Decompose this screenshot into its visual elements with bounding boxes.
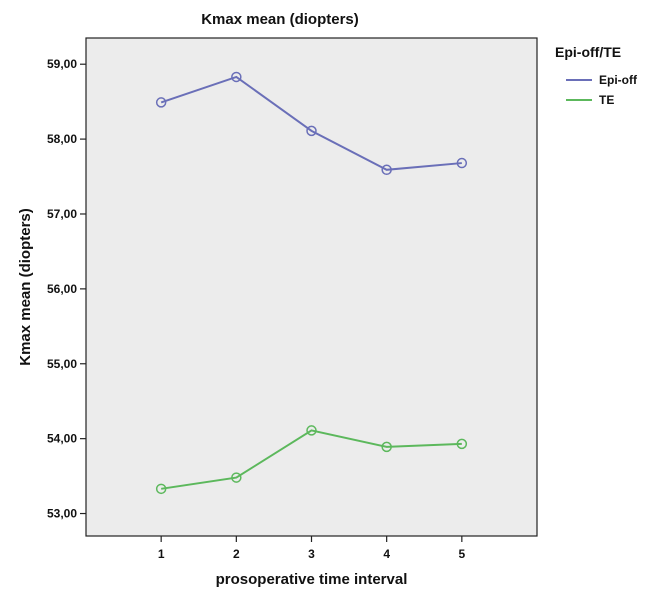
y-tick-label: 57,00 [47, 207, 77, 221]
data-point [155, 483, 167, 495]
data-point [231, 472, 242, 483]
legend-title: Epi-off/TE [555, 44, 621, 60]
chart-title: Kmax mean (diopters) [201, 11, 359, 28]
x-tick-label: 5 [458, 547, 465, 561]
data-point [381, 441, 392, 453]
legend-label: Epi-off [599, 73, 638, 87]
y-tick-label: 54,00 [47, 432, 77, 446]
data-point [306, 125, 317, 137]
series-line-0 [160, 75, 462, 171]
legend: Epi-off/TE Epi-off TE [555, 44, 638, 107]
data-point [456, 157, 468, 169]
y-axis: 53,00 54,00 55,00 56,00 57,00 58,00 59,00 [47, 57, 86, 521]
data-point [306, 425, 317, 436]
data-point [456, 438, 468, 450]
y-tick-label: 58,00 [47, 132, 77, 146]
data-point [381, 164, 392, 176]
y-tick-label: 59,00 [47, 57, 77, 71]
x-axis-label: prosoperative time interval [216, 571, 408, 588]
x-tick-label: 1 [158, 547, 165, 561]
y-tick-label: 53,00 [47, 507, 77, 521]
y-tick-label: 56,00 [47, 282, 77, 296]
y-tick-label: 55,00 [47, 357, 77, 371]
series-layer [155, 71, 468, 495]
legend-label: TE [599, 93, 614, 107]
data-point [231, 71, 242, 83]
x-tick-label: 2 [233, 547, 240, 561]
data-point [155, 97, 167, 108]
x-tick-label: 4 [383, 547, 390, 561]
plot-area [85, 37, 538, 537]
x-tick-label: 3 [308, 547, 315, 561]
series-line-1 [161, 429, 462, 490]
y-axis-label: Kmax mean (diopters) [17, 208, 34, 366]
x-axis: 1 2 3 4 5 [158, 536, 465, 561]
